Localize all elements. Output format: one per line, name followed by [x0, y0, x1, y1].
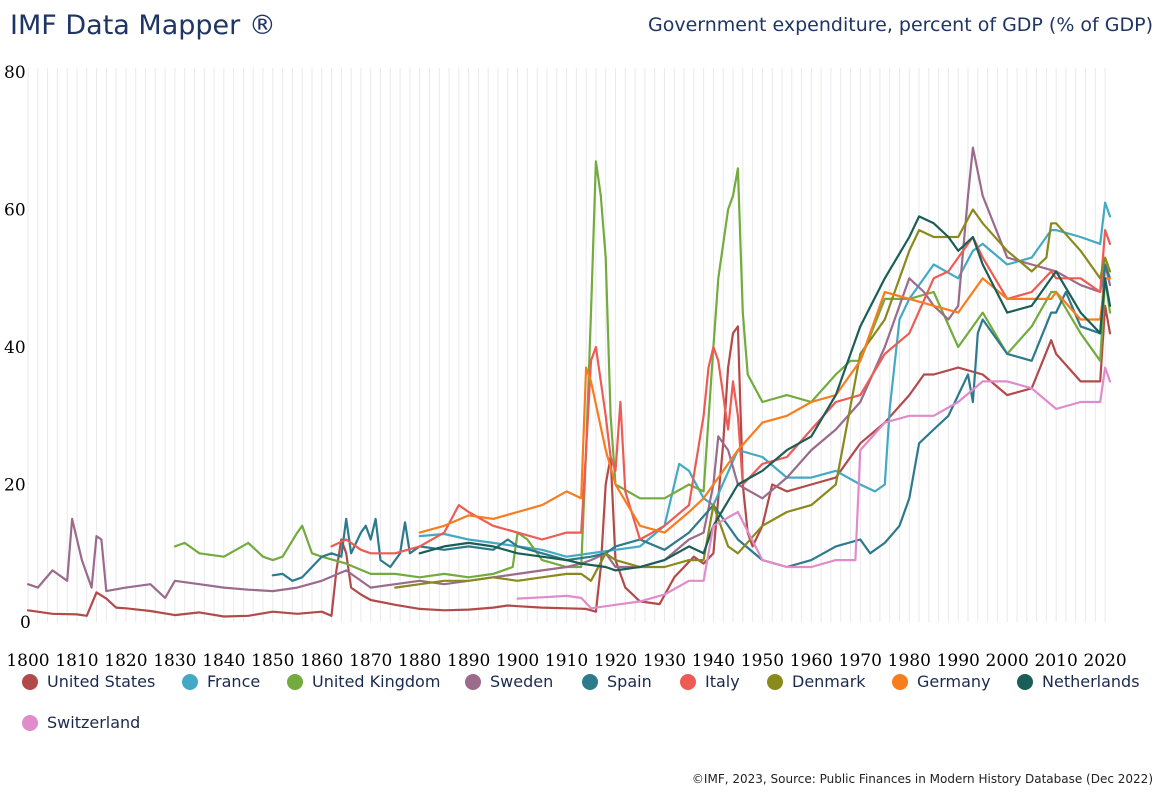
series-line-united-states[interactable]: [26, 304, 1112, 618]
legend-swatch: [1017, 673, 1033, 690]
series-line-united-kingdom[interactable]: [173, 160, 1112, 579]
series-line-denmark[interactable]: [394, 208, 1112, 589]
legend-label: France: [207, 672, 261, 691]
y-tick-label: 40: [4, 338, 26, 358]
x-tick-label: 1920: [594, 651, 637, 670]
x-tick-label: 1990: [937, 651, 980, 670]
y-tick-label: 0: [20, 613, 31, 633]
legend-label: Spain: [607, 672, 652, 691]
x-tick-label: 1940: [692, 651, 735, 670]
legend-label: Italy: [705, 672, 740, 691]
x-tick-label: 1910: [545, 651, 588, 670]
chart-grid: [27, 68, 1106, 622]
legend-item-france[interactable]: France: [182, 672, 260, 691]
legend-item-united-states[interactable]: United States: [22, 672, 155, 691]
series-line-sweden[interactable]: [26, 146, 1112, 599]
legend-swatch: [680, 673, 696, 690]
x-tick-label: 2010: [1035, 651, 1078, 670]
series-line-switzerland[interactable]: [516, 366, 1112, 610]
legend-swatch: [767, 673, 783, 690]
x-tick-label: 1900: [496, 651, 539, 670]
x-tick-label: 1880: [398, 651, 441, 670]
source-footer: ©IMF, 2023, Source: Public Finances in M…: [691, 772, 1153, 786]
y-tick-label: 20: [4, 476, 26, 496]
legend-label: Sweden: [490, 672, 554, 691]
x-tick-label: 1980: [888, 651, 931, 670]
x-tick-label: 1850: [251, 651, 294, 670]
legend-label: Switzerland: [47, 713, 141, 732]
legend-swatch: [582, 673, 598, 690]
x-tick-label: 1930: [643, 651, 686, 670]
legend-label: United States: [47, 672, 156, 691]
legend-swatch: [287, 673, 303, 690]
legend-item-sweden[interactable]: Sweden: [465, 672, 553, 691]
legend-label: Germany: [917, 672, 991, 691]
legend-item-netherlands[interactable]: Netherlands: [1017, 672, 1140, 691]
chart-subtitle: Government expenditure, percent of GDP (…: [647, 14, 1153, 36]
series-line-spain[interactable]: [271, 263, 1112, 582]
legend-item-switzerland[interactable]: Switzerland: [22, 713, 140, 732]
x-tick-label: 1800: [6, 651, 49, 670]
legend-swatch: [182, 673, 198, 690]
x-tick-label: 2000: [986, 651, 1029, 670]
brand-title: IMF Data Mapper ®: [10, 10, 276, 41]
y-tick-label: 80: [4, 63, 26, 83]
legend-label: Denmark: [792, 672, 866, 691]
legend-swatch: [22, 673, 38, 690]
legend-label: United Kingdom: [312, 672, 441, 691]
series-line-france[interactable]: [418, 201, 1112, 558]
x-tick-label: 1950: [741, 651, 784, 670]
legend-label: Netherlands: [1042, 672, 1140, 691]
chart-series: [26, 146, 1112, 618]
x-tick-label: 2020: [1083, 651, 1126, 670]
header: IMF Data Mapper ® Government expenditure…: [0, 0, 1163, 60]
x-tick-label: 1890: [447, 651, 490, 670]
legend-swatch: [22, 714, 38, 731]
x-tick-label: 1860: [300, 651, 343, 670]
x-tick-label: 1840: [202, 651, 245, 670]
legend-swatch: [465, 673, 481, 690]
x-tick-label: 1820: [104, 651, 147, 670]
y-tick-label: 60: [4, 201, 26, 221]
x-tick-label: 1830: [153, 651, 196, 670]
x-tick-label: 1870: [349, 651, 392, 670]
x-tick-label: 1810: [55, 651, 98, 670]
legend-swatch: [892, 673, 908, 690]
series-line-germany[interactable]: [418, 277, 1112, 534]
legend-item-germany[interactable]: Germany: [892, 672, 991, 691]
legend-item-denmark[interactable]: Denmark: [767, 672, 866, 691]
legend-item-spain[interactable]: Spain: [582, 672, 652, 691]
x-tick-label: 1970: [839, 651, 882, 670]
y-axis: 0 20 40 60 80: [4, 63, 31, 633]
x-axis: 1800 1810 1820 1830 1840 1850 1860 1870 1880 1890…: [6, 651, 1126, 670]
legend-item-italy[interactable]: Italy: [680, 672, 740, 691]
series-line-italy[interactable]: [330, 229, 1112, 555]
legend-item-united-kingdom[interactable]: United Kingdom: [287, 672, 440, 691]
x-tick-label: 1960: [790, 651, 833, 670]
series-line-netherlands[interactable]: [418, 215, 1112, 572]
